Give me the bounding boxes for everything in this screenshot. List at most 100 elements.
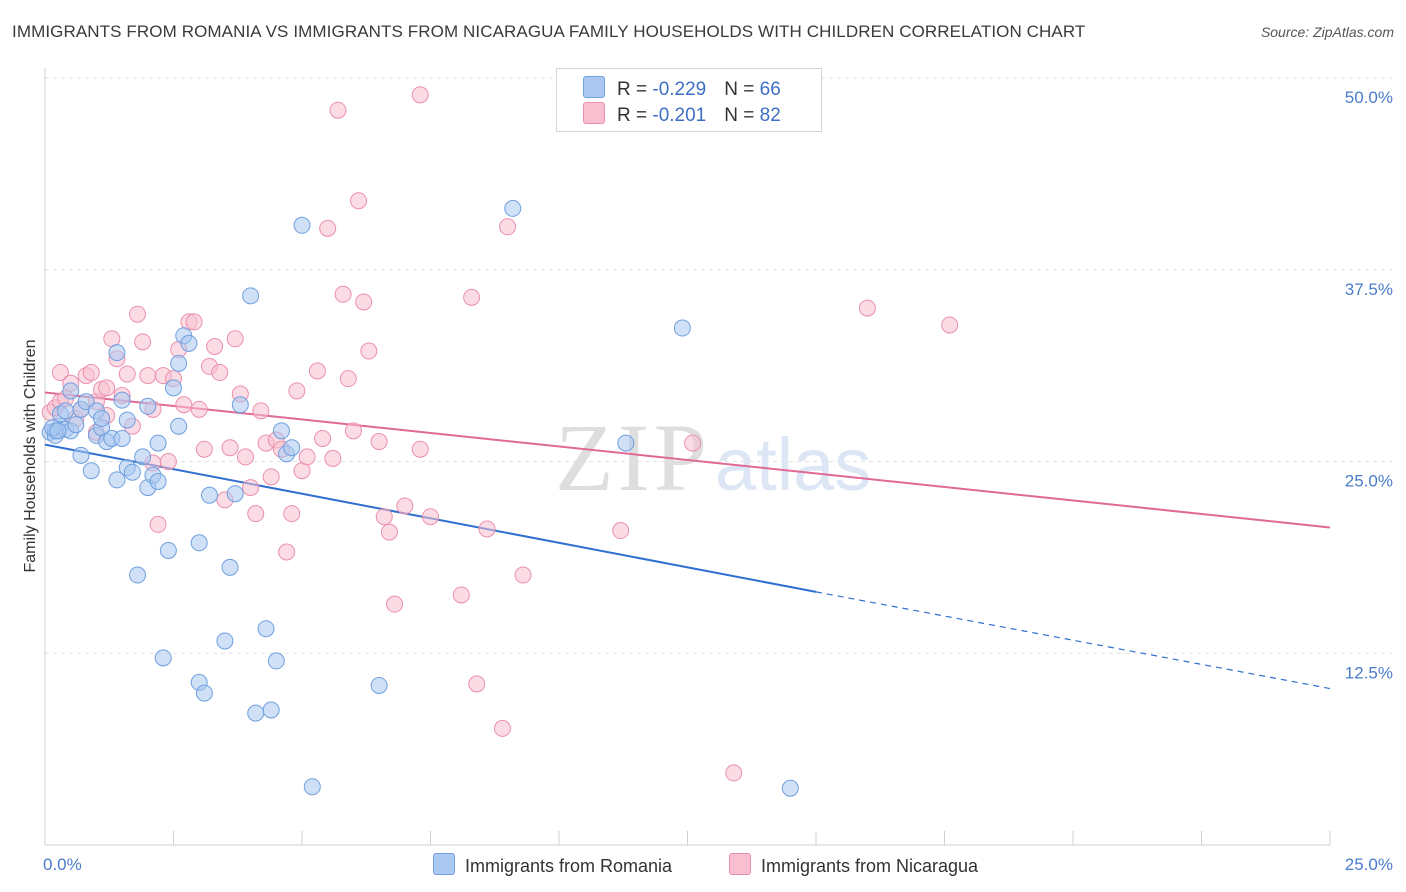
legend-row-nicaragua: R = -0.201 N = 82 <box>583 102 781 126</box>
point-romania-49 <box>257 620 275 638</box>
point-nicaragua-56 <box>314 429 332 447</box>
point-romania-27 <box>134 448 152 466</box>
point-nicaragua-69 <box>411 440 429 458</box>
point-nicaragua-63 <box>360 342 378 360</box>
point-romania-7 <box>62 382 80 400</box>
point-nicaragua-71 <box>452 586 470 604</box>
point-romania-31 <box>149 472 167 490</box>
point-nicaragua-27 <box>159 453 177 470</box>
point-romania-25 <box>123 463 141 481</box>
point-romania-35 <box>165 379 182 397</box>
point-nicaragua-43 <box>242 479 260 497</box>
point-nicaragua-32 <box>185 313 203 331</box>
data-points <box>41 86 959 797</box>
point-nicaragua-39 <box>221 439 239 457</box>
point-romania-64 <box>113 429 131 447</box>
point-romania-34 <box>159 541 177 559</box>
point-nicaragua-37 <box>211 364 229 382</box>
watermark-zip: ZIP <box>555 404 711 511</box>
point-nicaragua-34 <box>195 440 213 458</box>
point-romania-21 <box>108 471 126 489</box>
point-romania-46 <box>231 396 249 414</box>
point-nicaragua-3 <box>51 364 69 382</box>
point-romania-20 <box>108 344 126 362</box>
point-nicaragua-33 <box>190 400 208 418</box>
point-romania-56 <box>303 778 321 796</box>
point-nicaragua-79 <box>725 764 743 782</box>
point-romania-9 <box>67 416 85 434</box>
chart-title: IMMIGRANTS FROM ROMANIA VS IMMIGRANTS FR… <box>12 22 1086 41</box>
point-romania-28 <box>139 397 157 415</box>
point-romania-47 <box>242 287 260 305</box>
point-romania-17 <box>93 410 111 428</box>
point-romania-32 <box>149 434 167 452</box>
bottom-legend-nicaragua: Immigrants from Nicaragua <box>729 853 978 877</box>
axes <box>44 68 1331 846</box>
watermark-atlas: atlas <box>715 423 871 506</box>
point-nicaragua-78 <box>684 434 702 452</box>
point-nicaragua-21 <box>134 333 152 351</box>
bottom-legend-swatch-romania <box>433 853 455 875</box>
point-romania-58 <box>504 199 522 217</box>
point-nicaragua-58 <box>329 101 347 119</box>
point-romania-54 <box>283 439 301 457</box>
point-romania-42 <box>200 486 218 504</box>
point-romania-48 <box>247 704 265 722</box>
point-nicaragua-61 <box>350 192 368 210</box>
legend-box: R = -0.229 N = 66 R = -0.201 N = 82 <box>556 68 822 132</box>
point-romania-11 <box>72 446 90 464</box>
trend-line-romania-extension <box>815 591 1331 690</box>
x-tick-label-1: 25.0% <box>1345 855 1393 874</box>
point-nicaragua-54 <box>298 448 316 466</box>
point-nicaragua-65 <box>375 508 393 526</box>
point-nicaragua-9 <box>82 364 100 382</box>
point-romania-43 <box>216 632 234 650</box>
point-nicaragua-82 <box>319 219 337 237</box>
legend-row-romania: R = -0.229 N = 66 <box>583 76 781 100</box>
point-nicaragua-55 <box>308 362 326 380</box>
x-tick-label-0: 0.0% <box>43 855 82 874</box>
point-nicaragua-52 <box>288 382 306 400</box>
point-nicaragua-83 <box>411 86 429 104</box>
point-nicaragua-14 <box>98 379 116 397</box>
point-nicaragua-60 <box>339 370 357 388</box>
point-romania-36 <box>170 417 188 435</box>
point-nicaragua-62 <box>355 293 373 311</box>
point-nicaragua-68 <box>396 497 414 515</box>
point-nicaragua-40 <box>226 330 244 348</box>
point-nicaragua-51 <box>283 505 301 523</box>
point-nicaragua-75 <box>499 218 517 236</box>
point-nicaragua-44 <box>247 505 265 523</box>
legend-swatch-romania <box>583 76 605 98</box>
point-romania-41 <box>195 684 213 702</box>
watermark: ZIP atlas <box>555 404 871 511</box>
y-axis-label: Family Households with Children <box>22 340 39 573</box>
point-romania-51 <box>267 652 285 670</box>
point-romania-13 <box>82 462 100 480</box>
point-romania-22 <box>113 391 131 409</box>
point-romania-50 <box>262 701 280 719</box>
point-nicaragua-18 <box>118 365 136 383</box>
grid-lines <box>45 77 1392 654</box>
point-nicaragua-72 <box>468 675 486 693</box>
point-romania-45 <box>226 485 244 503</box>
point-nicaragua-67 <box>386 595 404 613</box>
point-romania-57 <box>370 676 388 694</box>
point-nicaragua-59 <box>334 285 352 303</box>
point-romania-24 <box>118 411 136 429</box>
point-romania-55 <box>293 216 311 234</box>
tick-labels: 12.5% 25.0% 37.5% 50.0% 0.0% 25.0% <box>43 88 1393 874</box>
point-romania-44 <box>221 558 239 576</box>
bottom-legend-romania: Immigrants from Romania <box>433 853 672 877</box>
point-nicaragua-80 <box>858 299 876 317</box>
y-tick-label-3: 50.0% <box>1345 88 1393 107</box>
point-nicaragua-64 <box>370 433 388 451</box>
point-romania-61 <box>781 779 799 797</box>
point-nicaragua-20 <box>129 305 147 323</box>
point-nicaragua-22 <box>139 367 157 385</box>
point-nicaragua-25 <box>149 515 167 533</box>
point-romania-60 <box>673 319 691 337</box>
bottom-legend-swatch-nicaragua <box>729 853 751 875</box>
point-romania-65 <box>190 534 208 552</box>
